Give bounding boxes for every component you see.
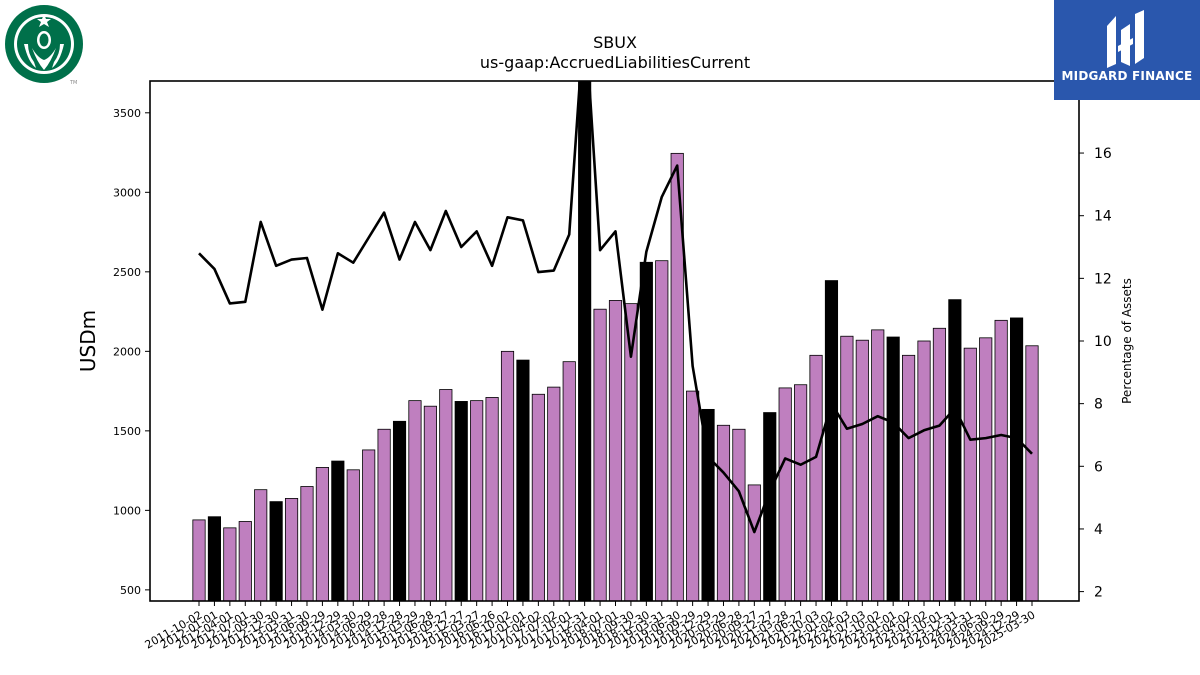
bar	[809, 354, 823, 601]
y-tick-label: 2000	[113, 345, 141, 358]
bar	[500, 350, 515, 601]
bar	[346, 469, 360, 601]
bar	[408, 400, 422, 601]
bar	[655, 260, 669, 601]
midgard-finance-logo: MIDGARD FINANCE	[1054, 0, 1200, 100]
trademark-mark: TM	[69, 80, 77, 86]
y2-tick-label: 12	[1094, 271, 1112, 287]
bar	[439, 389, 453, 601]
bar	[192, 519, 206, 601]
bar	[362, 449, 376, 601]
bar	[423, 405, 437, 601]
bar	[763, 412, 777, 601]
bar	[932, 327, 947, 601]
bar	[608, 300, 623, 601]
bar	[840, 335, 854, 601]
y2-tick-label: 4	[1094, 522, 1103, 538]
y2-tick-label: 8	[1094, 397, 1103, 413]
bar	[794, 384, 808, 601]
bar	[871, 329, 885, 601]
bar	[1025, 345, 1039, 601]
y-tick-label: 1500	[113, 425, 141, 438]
y-axis-label: USDm	[76, 310, 100, 372]
bar	[747, 484, 761, 601]
midgard-finance-logo-text: MIDGARD FINANCE	[1061, 69, 1193, 83]
y2-tick-label: 14	[1094, 209, 1112, 225]
bar	[716, 424, 731, 601]
bar-series	[192, 81, 1039, 601]
bar	[701, 408, 715, 601]
bar	[238, 521, 252, 601]
bar	[963, 347, 977, 601]
y-tick-label: 1000	[113, 504, 141, 517]
bar	[315, 467, 329, 601]
y-tick-label: 3000	[113, 186, 141, 199]
y2-tick-label: 6	[1094, 459, 1103, 475]
starbucks-logo: TM	[4, 4, 86, 86]
bar	[824, 280, 839, 601]
bar	[207, 516, 221, 601]
bar	[639, 261, 653, 601]
bar	[254, 489, 268, 601]
bar	[578, 81, 592, 601]
bar	[902, 354, 916, 601]
bar	[886, 336, 900, 601]
bar	[331, 460, 345, 601]
bar	[392, 420, 407, 601]
y2-axis-ticks: 2 4 6 8 10 12 14 16	[1079, 146, 1112, 601]
bar	[300, 486, 314, 601]
bar	[269, 501, 283, 601]
chart-subtitle: us-gaap:AccruedLiabilitiesCurrent	[480, 53, 750, 72]
y-axis-ticks: 500 1000 1500 2000 2500 3000 3500	[113, 107, 150, 597]
bar	[917, 340, 931, 601]
midgard-finance-logo-icon	[1107, 10, 1144, 68]
percentage-line	[198, 81, 1033, 534]
bar	[778, 387, 792, 601]
bar	[1010, 317, 1024, 601]
bar	[855, 339, 869, 601]
bar	[624, 303, 638, 601]
y2-axis-label: Percentage of Assets	[1120, 278, 1134, 404]
x-axis-ticks: 2011-10-022012-01-012012-04-012012-07-01…	[143, 601, 1038, 652]
chart-title: SBUX	[593, 33, 637, 52]
starbucks-siren-logo-icon: TM	[5, 5, 83, 86]
bar	[593, 308, 607, 601]
line-series	[198, 81, 1033, 534]
bar	[670, 152, 684, 601]
y-tick-label: 3500	[113, 107, 141, 120]
bar	[994, 319, 1008, 601]
bar	[377, 428, 391, 601]
bar	[223, 527, 237, 601]
bar	[470, 400, 484, 601]
bar	[531, 393, 545, 601]
y2-tick-label: 16	[1094, 146, 1112, 162]
y-tick-label: 500	[120, 584, 141, 597]
bar	[547, 386, 561, 601]
bar	[454, 401, 468, 601]
y2-tick-label: 10	[1094, 334, 1112, 350]
bar	[284, 498, 299, 601]
y-tick-label: 2500	[113, 266, 141, 279]
bar	[948, 299, 962, 601]
bar	[979, 337, 993, 601]
bar	[686, 390, 700, 601]
bar	[732, 428, 746, 601]
bar	[485, 397, 499, 601]
bar	[562, 361, 576, 601]
bar	[516, 359, 530, 601]
y2-tick-label: 2	[1094, 585, 1103, 601]
